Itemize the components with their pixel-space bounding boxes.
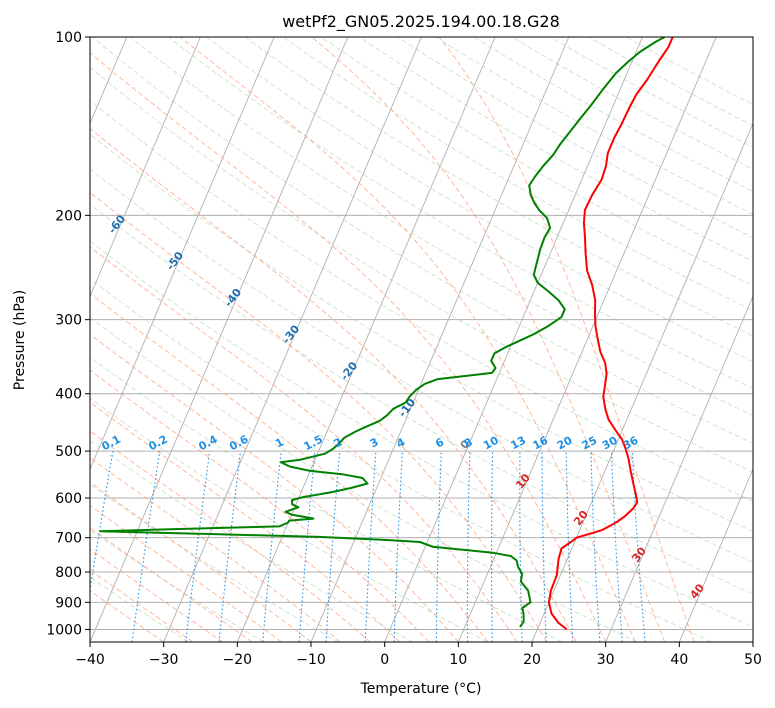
y-tick-label: 900 xyxy=(55,595,82,611)
x-tick-label: 30 xyxy=(597,652,615,668)
moist-adiabat xyxy=(90,369,430,642)
mixing-ratio-label: 36 xyxy=(621,434,641,453)
mixing-ratio-label: 30 xyxy=(600,434,620,453)
dry-adiabat xyxy=(244,37,753,337)
y-tick-label: 200 xyxy=(55,208,82,224)
isotherm-line xyxy=(163,37,422,642)
mixing-ratio-line xyxy=(218,451,242,642)
mixing-ratio-label: 20 xyxy=(555,434,575,453)
chart-title: wetPf2_GN05.2025.194.00.18.G28 xyxy=(282,12,560,32)
moist-adiabat xyxy=(179,37,636,642)
y-axis-ticks: 100 200 300 400 500 600 700 800 900 1000 xyxy=(46,30,90,638)
mixing-ratio-line xyxy=(90,451,114,594)
x-tick-label: 10 xyxy=(449,652,467,668)
plot-frame xyxy=(89,36,754,643)
moist-adiabat xyxy=(90,191,548,642)
moist-adiabat xyxy=(90,246,518,642)
y-tick-label: 800 xyxy=(55,565,82,581)
isotherm-line xyxy=(90,37,349,642)
skewed-isotherms xyxy=(90,37,753,642)
moist-adiabat xyxy=(90,293,489,642)
dry-adiabat xyxy=(90,203,753,595)
y-tick-label: 600 xyxy=(55,491,82,507)
mixing-ratio-label: 10 xyxy=(481,434,501,453)
dry-adiabat xyxy=(90,440,414,642)
isotherm-line xyxy=(531,122,753,642)
x-tick-label: −30 xyxy=(149,652,179,668)
dry-adiabat xyxy=(90,240,753,628)
dry-adiabat xyxy=(90,133,753,533)
y-tick-label: 500 xyxy=(55,444,82,460)
moist-adiabat xyxy=(90,401,400,642)
dry-adiabat xyxy=(90,168,753,563)
dry-adiabat xyxy=(90,529,264,642)
mixing-ratio-line xyxy=(262,451,282,642)
x-tick-label: 0 xyxy=(380,652,389,668)
moist-adiabat xyxy=(90,127,577,642)
dewpoint-line xyxy=(99,37,666,628)
x-tick-label: 20 xyxy=(523,652,541,668)
moist-adiabat xyxy=(90,527,253,642)
dry-adiabat xyxy=(511,37,753,170)
mixing-ratio-line xyxy=(185,451,211,642)
dry-adiabat xyxy=(473,37,753,193)
y-tick-label: 300 xyxy=(55,313,82,329)
moist-adiabat xyxy=(90,456,341,642)
isotherm-line xyxy=(605,295,753,642)
isotherm-line xyxy=(384,37,643,642)
moist-adiabats xyxy=(90,37,695,642)
x-tick-label: −20 xyxy=(223,652,253,668)
temperature-line xyxy=(547,37,674,631)
mixing-ratio-lines xyxy=(90,451,646,642)
moist-adiabat xyxy=(90,333,459,642)
dry-adiabat xyxy=(90,66,753,473)
sounding-traces xyxy=(99,37,674,631)
y-tick-label: 1000 xyxy=(46,622,82,638)
dry-adiabat xyxy=(320,37,753,287)
mixing-ratio-label: 25 xyxy=(580,434,600,453)
moist-adiabat xyxy=(90,52,607,642)
isotherm-line xyxy=(310,37,570,642)
mixing-ratio-line xyxy=(298,451,316,642)
moist-adiabat xyxy=(90,481,312,642)
moist-adiabat xyxy=(90,590,164,642)
y-axis-label: Pressure (hPa) xyxy=(12,290,28,390)
mixing-ratio-label: 13 xyxy=(508,434,528,453)
x-tick-label: −10 xyxy=(296,652,326,668)
isotherm-line xyxy=(457,37,717,642)
moist-adiabat xyxy=(90,569,194,642)
dry-adiabat xyxy=(90,99,753,502)
x-tick-label: −40 xyxy=(75,652,105,668)
mixing-ratio-label: 16 xyxy=(531,434,551,453)
isotherm-line xyxy=(90,37,201,298)
mixing-ratio-line xyxy=(631,451,646,642)
y-tick-label: 700 xyxy=(55,531,82,547)
x-tick-label: 50 xyxy=(744,652,762,668)
x-axis-label: Temperature (°C) xyxy=(360,681,482,697)
moist-adiabat xyxy=(90,504,282,642)
dry-adiabat xyxy=(206,37,753,363)
x-axis-ticks: −40 −30 −20 −10 0 10 20 30 40 50 xyxy=(75,642,762,668)
moist-adiabat xyxy=(438,37,695,642)
mixing-ratio-line xyxy=(131,451,161,642)
moist-adiabat xyxy=(90,548,223,642)
x-tick-label: 40 xyxy=(670,652,688,668)
y-tick-label: 100 xyxy=(55,30,82,46)
y-tick-label: 400 xyxy=(55,387,82,403)
dry-adiabat xyxy=(130,37,753,417)
dry-adiabat xyxy=(359,37,753,262)
isotherm-line xyxy=(678,467,753,642)
dry-adiabat xyxy=(90,278,712,642)
isotherm-line xyxy=(90,37,275,471)
